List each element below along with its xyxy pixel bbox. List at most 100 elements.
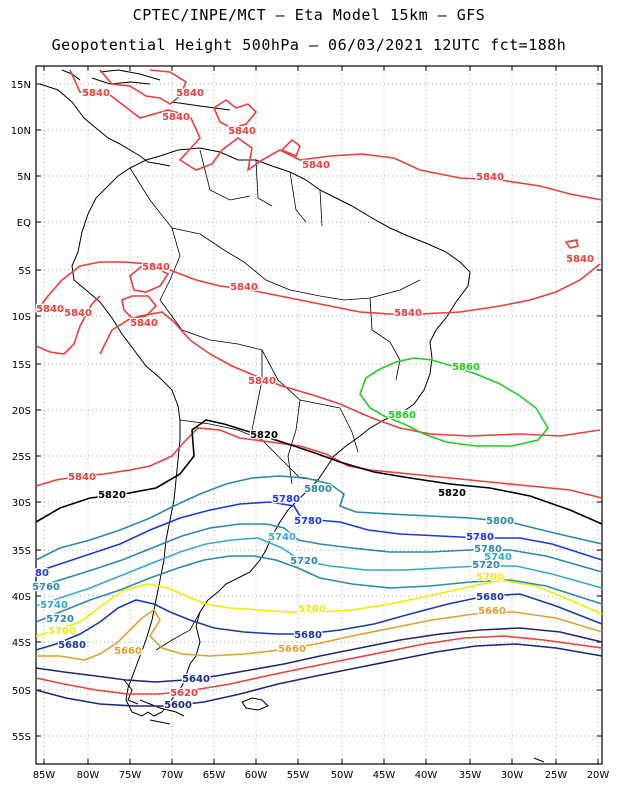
contour-label: 80: [35, 568, 49, 579]
lon-label: 60W: [245, 770, 268, 781]
longitude-labels: 85W 80W 75W 70W 65W 60W 55W 50W 45W 40W 35W 30W 25W 2…: [33, 770, 610, 781]
contour-label: 5740: [268, 532, 296, 543]
lat-label: 25S: [12, 452, 31, 463]
contour-5720: [35, 555, 603, 623]
contour-5840-andes: [35, 295, 601, 437]
lon-label: 65W: [203, 770, 226, 781]
lon-label: 85W: [33, 770, 56, 781]
axis-ticks: [36, 66, 602, 764]
contour-label: 5740: [484, 552, 512, 563]
contour-label: 5840: [476, 172, 504, 183]
contour-label: 5680: [58, 640, 86, 651]
contour-5840-coast-loop: [121, 295, 158, 319]
lat-label: 15S: [12, 360, 31, 371]
contour-label: 5600: [164, 700, 192, 711]
graticule: [36, 66, 602, 764]
contour-label: 5680: [294, 630, 322, 641]
contour-5760: [35, 523, 603, 589]
contour-label: 5840: [176, 88, 204, 99]
contour-label: 5780: [474, 544, 502, 555]
lat-label: 20S: [12, 406, 31, 417]
contour-label: 5800: [304, 484, 332, 495]
lat-label: 30S: [12, 498, 31, 509]
contour-label: 5620: [170, 688, 198, 699]
lon-label: 80W: [77, 770, 100, 781]
lon-label: 75W: [119, 770, 142, 781]
contour-label: 5840: [302, 160, 330, 171]
contour-label: 5660: [478, 606, 506, 617]
contour-label: 5860: [452, 362, 480, 373]
contour-5620: [35, 635, 603, 695]
lat-label: 10S: [12, 312, 31, 323]
contour-label: 5840: [566, 254, 594, 265]
lon-label: 25W: [545, 770, 568, 781]
lon-label: 45W: [373, 770, 396, 781]
contour-label: 5700: [476, 572, 504, 583]
contour-5600: [35, 643, 603, 707]
map-title-line1: CPTEC/INPE/MCT – Eta Model 15km – GFS: [132, 6, 486, 24]
contour-label: 5840: [394, 308, 422, 319]
contour-5700: [35, 579, 603, 637]
lon-label: 30W: [501, 770, 524, 781]
contour-label: 5840: [68, 472, 96, 483]
lat-label: 10N: [11, 126, 31, 137]
contour-label: 5840: [228, 126, 256, 137]
contour-label: 5780: [272, 494, 300, 505]
contour-label: 5720: [46, 614, 74, 625]
contour-label: 5840: [162, 112, 190, 123]
contour-5840-south: [35, 427, 603, 499]
contour-5660: [36, 608, 603, 661]
contour-5680: [35, 593, 603, 651]
lat-label: 5N: [17, 172, 31, 183]
contour-5840-central: [35, 261, 601, 315]
contour-5840-loop-c: [280, 138, 301, 158]
contour-label: 5860: [388, 410, 416, 421]
contour-label: 5840: [36, 304, 64, 315]
contour-5840-peru-loop: [129, 265, 170, 293]
contour-5780: [35, 501, 603, 573]
lat-label: 5S: [18, 266, 31, 277]
contour-label: 5660: [278, 644, 306, 655]
contour-label: 5680: [476, 592, 504, 603]
contour-lines: [35, 69, 603, 707]
contour-label: 5840: [230, 282, 258, 293]
lat-label: 35S: [12, 546, 31, 557]
contour-value-labels: 5840 584058405840584058405840584058405840…: [31, 87, 595, 713]
lon-label: 55W: [287, 770, 310, 781]
lat-label: 15N: [11, 80, 31, 91]
contour-label: 5840: [64, 308, 92, 319]
lon-label: 35W: [459, 770, 482, 781]
contour-label: 5780: [294, 516, 322, 527]
contour-label: 5820: [438, 488, 466, 499]
lat-label: EQ: [17, 218, 31, 229]
latitude-labels: 15N 10N 5N EQ 5S 10S 15S 20S 25S 30S 35S 40S 45S 50S 5…: [11, 80, 31, 743]
contour-5740: [35, 537, 603, 607]
contour-5840-loop-a: [99, 69, 188, 105]
lon-label: 40W: [415, 770, 438, 781]
contour-5840-loop-b: [213, 99, 258, 129]
contour-label: 5820: [98, 490, 126, 501]
contour-5840-north: [69, 69, 603, 201]
contour-label: 5780: [466, 532, 494, 543]
lat-label: 50S: [12, 686, 31, 697]
contour-label: 5740: [40, 600, 68, 611]
map-title-line2: Geopotential Height 500hPa – 06/03/2021 …: [51, 36, 567, 54]
lat-label: 55S: [12, 732, 31, 743]
lat-label: 45S: [12, 638, 31, 649]
contour-5860: [359, 357, 549, 447]
map-frame: [35, 65, 603, 765]
contour-label: 5640: [182, 674, 210, 685]
contour-label: 5840: [142, 262, 170, 273]
contour-label: 5720: [472, 560, 500, 571]
contour-5820: [35, 419, 603, 525]
contour-label: 5840: [82, 88, 110, 99]
lat-label: 40S: [12, 592, 31, 603]
lon-label: 20W: [587, 770, 610, 781]
contour-label: 5700: [48, 626, 76, 637]
contour-5800: [35, 475, 603, 561]
contour-label: 5840: [248, 376, 276, 387]
lon-label: 70W: [161, 770, 184, 781]
contour-label: 5820: [250, 430, 278, 441]
contour-label: 5840: [130, 318, 158, 329]
